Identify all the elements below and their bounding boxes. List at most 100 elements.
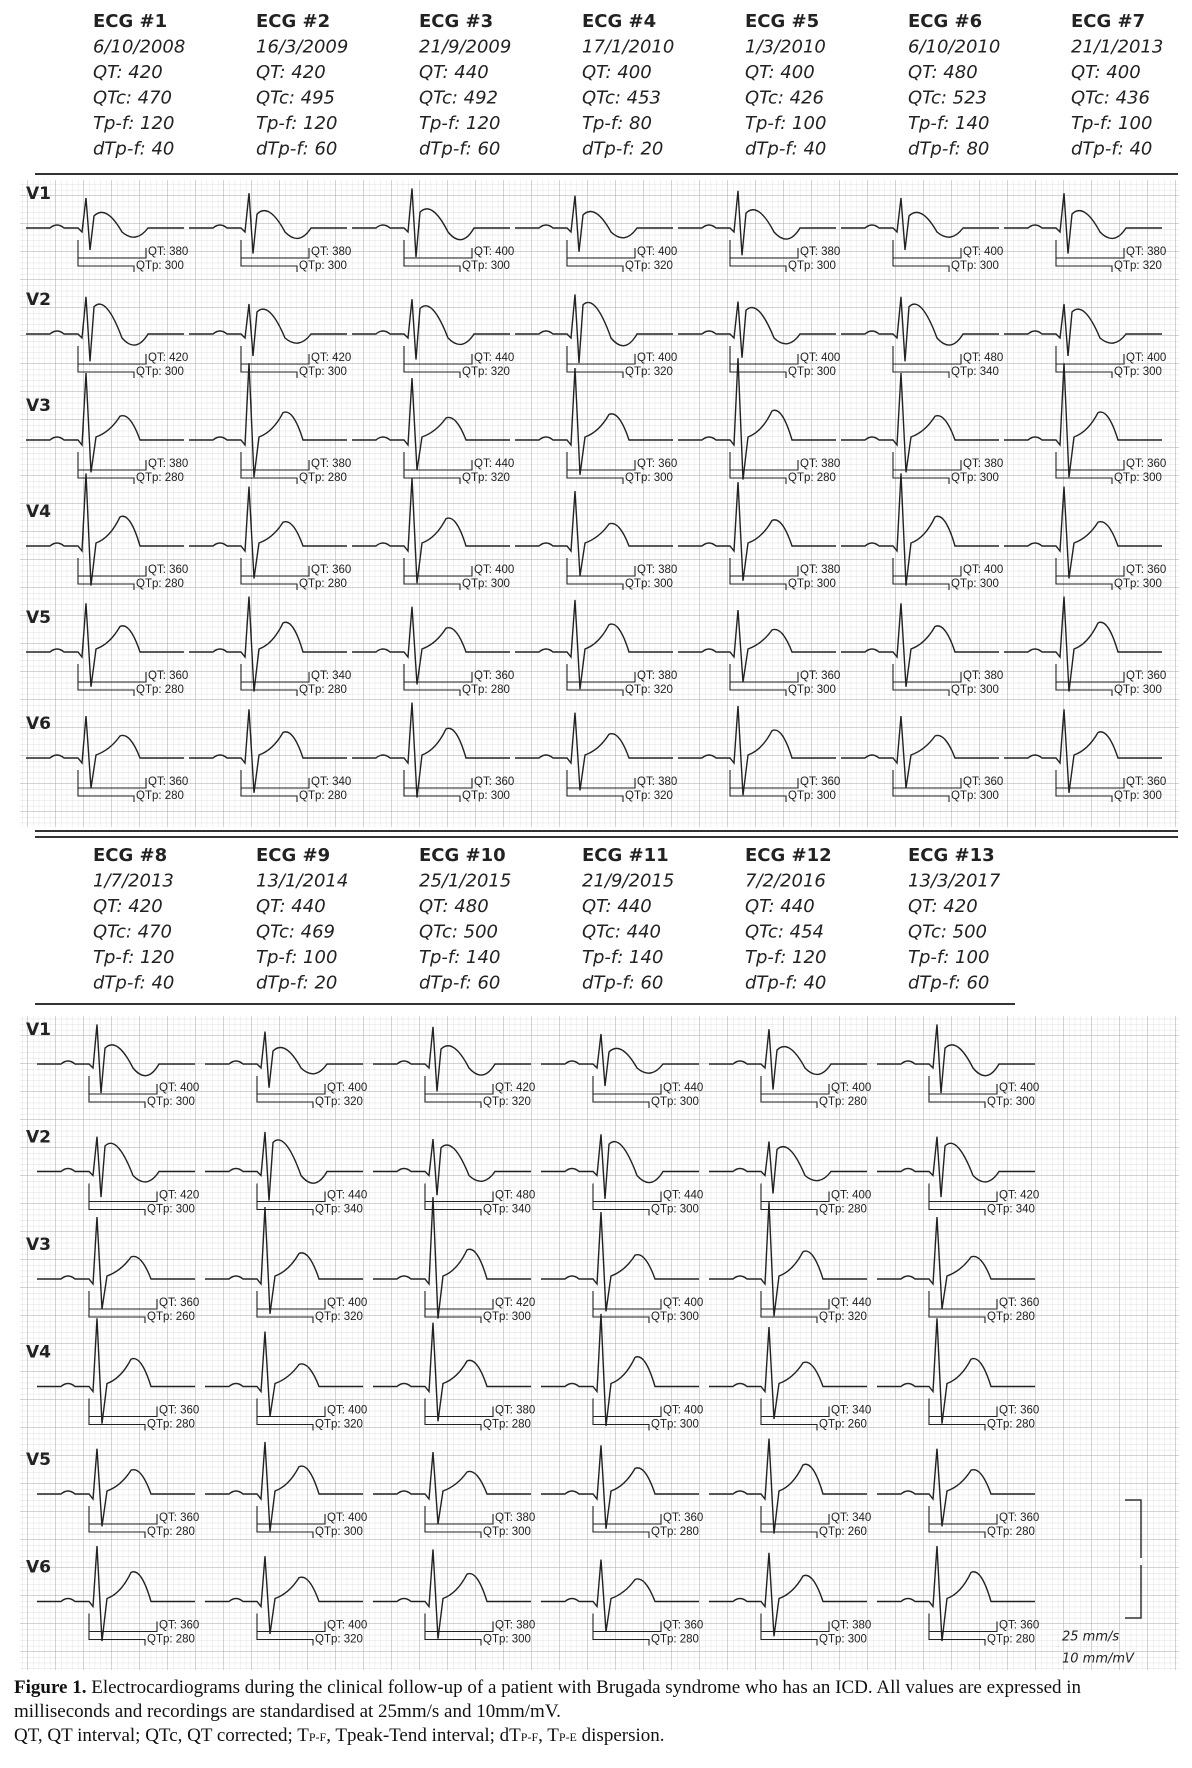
ecg-title: ECG #11 — [582, 845, 669, 866]
ecg-parameter: QT: 440 — [745, 896, 815, 917]
qtp-label: QTp: 320 — [625, 366, 673, 378]
qtp-label: QTp: 340 — [987, 1204, 1035, 1216]
qtp-label: QTp: 300 — [1114, 790, 1162, 802]
qt-label: QT: 360 — [474, 670, 514, 682]
qtp-label: QTp: 320 — [315, 1311, 363, 1323]
ecg-parameter: dTp-f: 60 — [256, 139, 337, 160]
qt-label: QT: 360 — [999, 1297, 1039, 1309]
ecg-parameter: QT: 420 — [256, 62, 326, 83]
qtp-label: QTp: 280 — [299, 578, 347, 590]
ecg-parameter: 1/3/2010 — [745, 37, 826, 58]
qt-label: QT: 360 — [159, 1620, 199, 1632]
qtp-label: QTp: 280 — [299, 684, 347, 696]
ecg-parameter: 1/7/2013 — [93, 871, 174, 892]
ecg-parameter: QT: 440 — [419, 62, 489, 83]
qtp-label: QTp: 280 — [483, 1419, 531, 1431]
ecg-parameter: dTp-f: 20 — [256, 973, 337, 994]
ecg-title: ECG #1 — [93, 11, 167, 32]
qt-label: QT: 380 — [495, 1405, 535, 1417]
ecg-title: ECG #10 — [419, 845, 506, 866]
qtp-label: QTp: 260 — [819, 1419, 867, 1431]
ecg-parameter: Tp-f: 120 — [419, 113, 500, 134]
ecg-parameter: Tp-f: 100 — [745, 113, 826, 134]
ecg-parameter: QTc: 453 — [582, 88, 661, 109]
qtp-label: QTp: 320 — [625, 684, 673, 696]
ecg-parameter: Tp-f: 140 — [419, 947, 500, 968]
ecg-parameter: QT: 440 — [256, 896, 326, 917]
scale-label: 10 mm/mV — [1062, 1652, 1135, 1667]
ecg-title: ECG #2 — [256, 11, 330, 32]
qt-label: QT: 400 — [159, 1082, 199, 1094]
qtp-label: QTp: 300 — [788, 684, 836, 696]
ecg-parameter: QTc: 454 — [745, 922, 824, 943]
ecg-parameter: 17/1/2010 — [582, 37, 674, 58]
qt-label: QT: 380 — [1126, 246, 1166, 258]
qt-label: QT: 400 — [963, 246, 1003, 258]
ecg-parameter: QT: 480 — [908, 62, 978, 83]
qtp-label: QTp: 280 — [299, 472, 347, 484]
ecg-parameter: dTp-f: 40 — [93, 973, 174, 994]
qtp-label: QTp: 300 — [1114, 366, 1162, 378]
ecg-parameter: QT: 420 — [93, 896, 163, 917]
qtp-label: QTp: 320 — [462, 472, 510, 484]
qt-label: QT: 380 — [637, 564, 677, 576]
caption-text: , T — [538, 1725, 559, 1746]
ecg-parameter: QT: 440 — [582, 896, 652, 917]
qt-label: QT: 360 — [800, 670, 840, 682]
qtp-label: QTp: 300 — [462, 260, 510, 272]
ecg-parameter: QTc: 495 — [256, 88, 335, 109]
qt-label: QT: 400 — [637, 246, 677, 258]
ecg-parameter: QTc: 426 — [745, 88, 824, 109]
qt-label: QT: 440 — [474, 458, 514, 470]
caption-text: , Tpeak-Tend interval; dT — [326, 1725, 521, 1746]
qt-label: QT: 480 — [963, 352, 1003, 364]
qtp-label: QTp: 280 — [987, 1634, 1035, 1646]
ecg-parameter: QTc: 470 — [93, 88, 172, 109]
ecg-title: ECG #9 — [256, 845, 330, 866]
ecg-parameter: QTc: 440 — [582, 922, 661, 943]
qtp-label: QTp: 300 — [651, 1419, 699, 1431]
qtp-label: QTp: 300 — [1114, 472, 1162, 484]
qt-label: QT: 360 — [1126, 670, 1166, 682]
qtp-label: QTp: 300 — [299, 366, 347, 378]
qtp-label: QTp: 280 — [136, 684, 184, 696]
qt-label: QT: 360 — [311, 564, 351, 576]
ecg-parameter: Tp-f: 120 — [256, 113, 337, 134]
qt-label: QT: 380 — [637, 670, 677, 682]
qt-label: QT: 360 — [1126, 458, 1166, 470]
qtp-label: QTp: 300 — [147, 1096, 195, 1108]
qtp-label: QTp: 300 — [462, 790, 510, 802]
qtp-label: QTp: 300 — [987, 1096, 1035, 1108]
qt-label: QT: 380 — [963, 670, 1003, 682]
qt-label: QT: 440 — [327, 1190, 367, 1202]
qtp-label: QTp: 300 — [651, 1311, 699, 1323]
qtp-label: QTp: 320 — [315, 1096, 363, 1108]
ecg-parameter: QT: 420 — [93, 62, 163, 83]
qt-label: QT: 400 — [800, 352, 840, 364]
ecg-title: ECG #6 — [908, 11, 982, 32]
qt-label: QT: 440 — [663, 1190, 703, 1202]
qtp-label: QTp: 300 — [147, 1204, 195, 1216]
qtp-label: QTp: 280 — [147, 1526, 195, 1538]
qtp-label: QTp: 340 — [315, 1204, 363, 1216]
ecg-parameter: 16/3/2009 — [256, 37, 348, 58]
qtp-label: QTp: 280 — [651, 1526, 699, 1538]
qtp-label: QTp: 280 — [136, 790, 184, 802]
qtp-label: QTp: 300 — [136, 366, 184, 378]
qtp-label: QTp: 300 — [788, 578, 836, 590]
lead-label: V2 — [26, 1128, 51, 1148]
lead-label: V1 — [26, 1020, 51, 1040]
qt-label: QT: 440 — [663, 1082, 703, 1094]
qt-label: QT: 340 — [311, 776, 351, 788]
ecg-parameter: Tp-f: 120 — [745, 947, 826, 968]
qt-label: QT: 380 — [963, 458, 1003, 470]
qt-label: QT: 420 — [999, 1190, 1039, 1202]
ecg-parameter: dTp-f: 20 — [582, 139, 663, 160]
ecg-parameter: QT: 420 — [908, 896, 978, 917]
ecg-parameter: QT: 480 — [419, 896, 489, 917]
qtp-label: QTp: 340 — [951, 366, 999, 378]
qtp-label: QTp: 300 — [951, 260, 999, 272]
qt-label: QT: 400 — [831, 1190, 871, 1202]
ecg-parameter: 21/9/2015 — [582, 871, 674, 892]
ecg-parameter: Tp-f: 120 — [93, 113, 174, 134]
